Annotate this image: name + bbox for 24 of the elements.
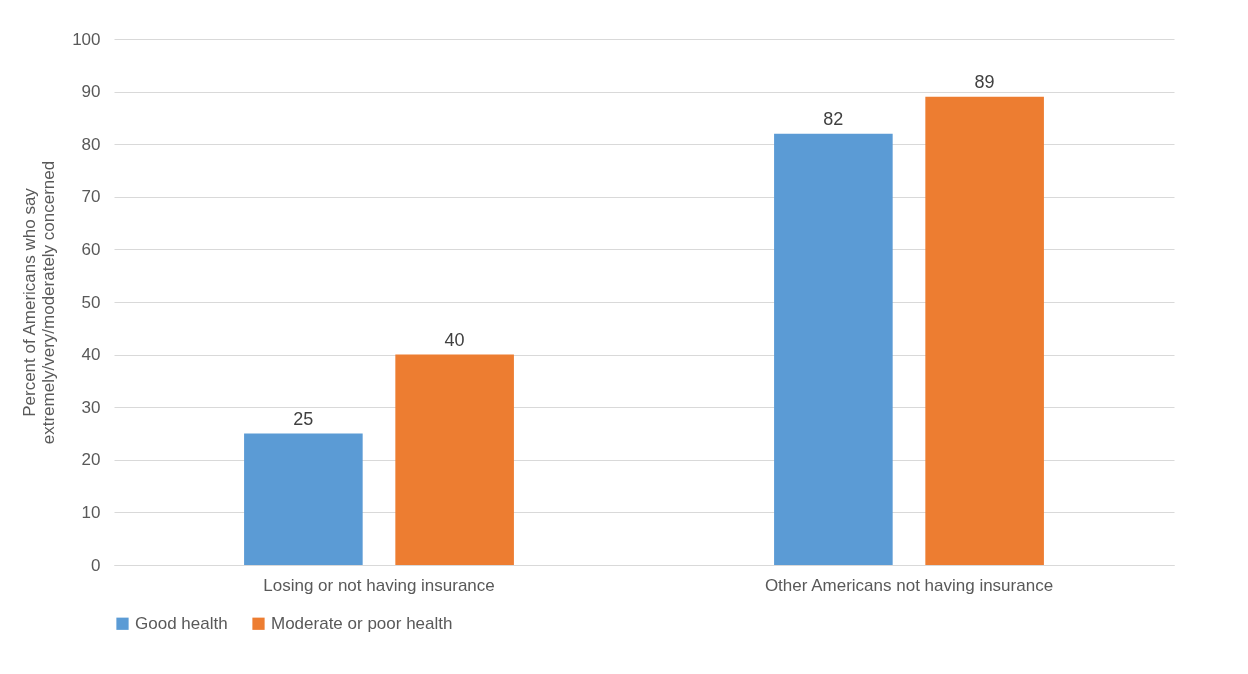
x-tick-label: Losing or not having insurance: [263, 575, 495, 595]
y-tick-label: 30: [81, 397, 101, 417]
y-axis-title: Percent of Americans who say extremely/very/moderately concerned: [20, 160, 59, 445]
bar: [925, 96, 1044, 565]
bar: [774, 133, 893, 565]
y-tick-label: 70: [81, 187, 101, 207]
y-tick-label: 90: [81, 82, 101, 102]
y-tick-label: 80: [81, 134, 101, 154]
data-label: 25: [293, 408, 314, 429]
bar: [395, 354, 514, 565]
data-label: 89: [974, 71, 995, 92]
y-tick-label: 60: [81, 239, 101, 259]
y-tick-label: 20: [81, 450, 101, 470]
y-tick-label: 0: [91, 555, 101, 575]
y-tick-label: 100: [72, 29, 101, 49]
y-tick-label: 10: [81, 502, 101, 522]
x-tick-label: Other Americans not having insurance: [764, 575, 1054, 595]
y-tick-label: 50: [81, 292, 101, 312]
bar: [244, 433, 363, 565]
data-label: 40: [444, 329, 465, 350]
data-label: 82: [823, 108, 844, 129]
legend-label: Good health: [135, 613, 228, 633]
y-tick-label: 40: [81, 345, 101, 365]
legend-label: Moderate or poor health: [271, 613, 453, 633]
